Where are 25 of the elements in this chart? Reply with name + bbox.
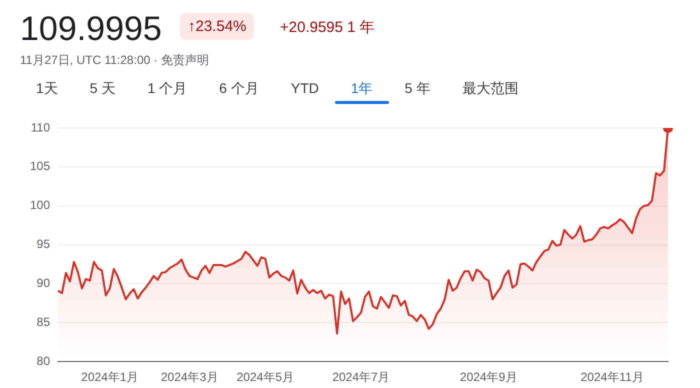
x-tick-label: 2024年5月: [236, 370, 294, 384]
text: YTD: [290, 80, 320, 98]
y-tick-label: 100: [30, 198, 50, 212]
y-tick-label: 80: [36, 354, 50, 368]
x-tick-label: 2024年3月: [160, 370, 218, 384]
x-tick-label: 2024年9月: [460, 370, 518, 384]
y-tick-label: 110: [30, 120, 50, 134]
y-tick-label: 95: [36, 237, 50, 252]
text: ↑23.54%: [180, 13, 254, 40]
text: 5 年: [404, 80, 432, 98]
text: 5 天: [88, 80, 116, 98]
x-tick-label: 2024年7月: [332, 370, 390, 384]
text: 最大范围: [461, 80, 520, 98]
text: +20.9595 1 年: [280, 18, 375, 37]
x-tick-label: 2024年11月: [580, 370, 644, 384]
chart-title: 109.9995: [20, 10, 162, 49]
x-tick-label: 2024年1月: [81, 370, 139, 384]
y-tick-label: 105: [30, 159, 50, 174]
y-tick-label: 90: [36, 276, 50, 290]
chart-subtitle: 11月27日, UTC 11:28:00 · 免责声明: [20, 52, 209, 69]
text: 1天: [35, 80, 59, 98]
text: 1年: [350, 80, 374, 98]
text: 6 个月: [218, 80, 260, 98]
text: 1 个月: [146, 80, 188, 98]
y-tick-label: 85: [36, 314, 50, 329]
